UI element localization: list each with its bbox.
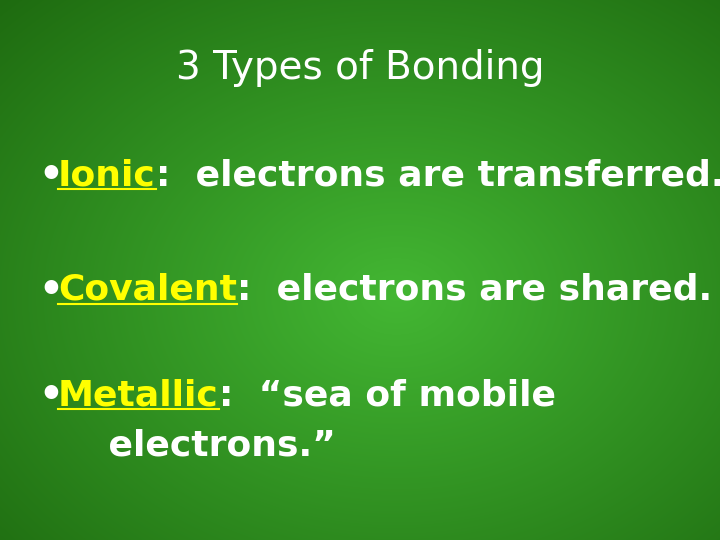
Text: Covalent: Covalent: [58, 273, 237, 307]
Text: :  “sea of mobile: : “sea of mobile: [219, 378, 556, 412]
Text: •: •: [38, 376, 63, 414]
Text: :  electrons are shared.: : electrons are shared.: [237, 273, 712, 307]
Text: •: •: [38, 156, 63, 194]
Text: Ionic: Ionic: [58, 158, 156, 192]
Text: Metallic: Metallic: [58, 378, 219, 412]
Text: 3 Types of Bonding: 3 Types of Bonding: [176, 49, 544, 87]
Text: :  electrons are transferred.: : electrons are transferred.: [156, 158, 720, 192]
Text: •: •: [38, 271, 63, 309]
Text: electrons.”: electrons.”: [58, 428, 336, 462]
